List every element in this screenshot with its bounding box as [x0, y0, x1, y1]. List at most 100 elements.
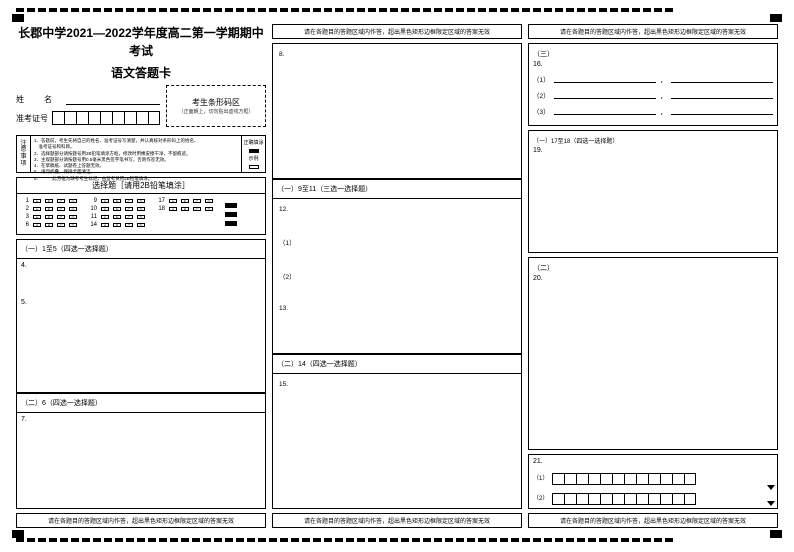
fill-blank[interactable] — [671, 91, 773, 99]
title-line1: 长郡中学2021—2022学年度高二第一学期期中考试 — [16, 24, 266, 60]
bubble-option[interactable]: D — [69, 215, 77, 219]
notice-box: 注意事项 1．答题前，考生先将自己的姓名、准考证号写清楚，并认真核对条形码上的姓… — [16, 135, 266, 173]
sheet-title: 长郡中学2021—2022学年度高二第一学期期中考试 语文答题卡 — [16, 24, 266, 81]
bubble-option[interactable]: C — [57, 207, 65, 211]
bubble-option[interactable]: B — [181, 207, 189, 211]
bubble-option[interactable]: D — [69, 207, 77, 211]
bubble-option[interactable]: B — [45, 215, 53, 219]
notice-side-label: 注意事项 — [17, 136, 31, 172]
bubble-option[interactable]: B — [45, 223, 53, 227]
bubble-option[interactable]: C — [57, 199, 65, 203]
q20-box: （二） 20. — [528, 257, 778, 450]
bubble-option[interactable]: C — [125, 215, 133, 219]
bubble-option[interactable]: C — [193, 199, 201, 203]
section-one-label: （一）17至18（四选一选择题） — [533, 134, 773, 147]
continuation-marker-icon — [767, 485, 775, 490]
mc-header: 选择题［请用2B铅笔填涂］ — [17, 178, 265, 194]
bubble-option[interactable]: C — [125, 199, 133, 203]
col3-top-warning: 请在各题目的答题区域内作答，超出黑色矩形边框限定区域的答案无效 — [528, 24, 778, 39]
title-line2: 语文答题卡 — [16, 64, 266, 81]
mc-body: 1ABCD2ABCD3ABCD6ABCD9ABCD10ABCD11ABCD14A… — [17, 194, 265, 234]
answer-sheet: 长郡中学2021—2022学年度高二第一学期期中考试 语文答题卡 姓 名 准考证… — [16, 10, 778, 542]
bubble-option[interactable]: A — [101, 207, 109, 211]
column-1: 长郡中学2021—2022学年度高二第一学期期中考试 语文答题卡 姓 名 准考证… — [16, 24, 266, 528]
bubble-option[interactable]: C — [57, 215, 65, 219]
fill-blank[interactable] — [671, 107, 773, 115]
bubble-option[interactable]: D — [137, 223, 145, 227]
bubble-option[interactable]: A — [101, 223, 109, 227]
bubble-option[interactable]: B — [113, 223, 121, 227]
answer-area[interactable]: 8. — [272, 43, 522, 179]
ticket-row: 准考证号 — [16, 111, 160, 125]
column-3: 请在各题目的答题区域内作答，超出黑色矩形边框限定区域的答案无效 （三） 16. … — [528, 24, 778, 528]
bubble-option[interactable]: B — [113, 199, 121, 203]
bubble-option[interactable]: A — [169, 207, 177, 211]
ticket-label: 准考证号 — [16, 113, 48, 124]
corner-mark — [12, 530, 24, 538]
footer-warning: 请在各题目的答题区域内作答，超出黑色矩形边框限定区域的答案无效 — [16, 513, 266, 528]
name-label: 姓 名 — [16, 94, 58, 105]
bubble-option[interactable]: B — [181, 199, 189, 203]
barcode-title: 考生条形码区 — [192, 97, 240, 108]
notice-text: 1．答题前，考生先将自己的姓名、准考证号写清楚，并认真核对条形码上的姓名、 准考… — [31, 136, 241, 172]
registration-bottom — [16, 538, 778, 544]
col2-sections: 8.（一）9至11（三选一选择题）12.（1）（2）13.（二）14（四选一选择… — [272, 43, 522, 509]
bubble-option[interactable]: D — [205, 199, 213, 203]
bubble-option[interactable]: D — [69, 223, 77, 227]
bubble-option[interactable]: B — [45, 199, 53, 203]
corner-mark — [770, 530, 782, 538]
bubble-option[interactable]: B — [113, 207, 121, 211]
bubble-option[interactable]: A — [33, 223, 41, 227]
bubble-option[interactable]: D — [137, 199, 145, 203]
answer-area[interactable]: 4.5. — [16, 258, 266, 393]
name-field[interactable] — [66, 93, 160, 105]
columns: 长郡中学2021—2022学年度高二第一学期期中考试 语文答题卡 姓 名 准考证… — [16, 24, 778, 528]
bubble-option[interactable]: C — [57, 223, 65, 227]
section-three-label: （三） — [533, 47, 773, 61]
bubble-option[interactable]: D — [69, 199, 77, 203]
answer-area[interactable]: 12.（1）（2）13. — [272, 198, 522, 354]
section-two-label: （二） — [533, 261, 773, 275]
bubble-option[interactable]: D — [137, 215, 145, 219]
fill-example-correct — [249, 149, 259, 153]
barcode-sub: （正面朝上，切勿贴出虚线方框） — [178, 108, 253, 115]
answer-area[interactable]: 7. — [16, 412, 266, 510]
char-grid[interactable] — [552, 473, 696, 485]
bubble-option[interactable]: B — [45, 207, 53, 211]
bubble-option[interactable]: A — [101, 215, 109, 219]
answer-area[interactable]: 15. — [272, 373, 522, 509]
fill-blank[interactable] — [554, 91, 656, 99]
registration-top — [16, 8, 778, 14]
corner-mark — [770, 14, 782, 22]
q16-box: （三） 16. （1），（2），（3）， — [528, 43, 778, 126]
continuation-marker-icon — [767, 501, 775, 506]
bubble-option[interactable]: A — [33, 215, 41, 219]
corner-mark — [12, 14, 24, 22]
fill-blank[interactable] — [554, 75, 656, 83]
bubble-option[interactable]: C — [193, 207, 201, 211]
bubble-option[interactable]: A — [33, 207, 41, 211]
fill-blank[interactable] — [554, 107, 656, 115]
q21-box: 21. （1）（2） — [528, 454, 778, 509]
char-grid[interactable] — [552, 493, 696, 505]
q19-box: （一）17至18（四选一选择题） 19. — [528, 130, 778, 253]
barcode-zone: 考生条形码区 （正面朝上，切勿贴出虚线方框） — [166, 85, 266, 127]
q-number: 20. — [533, 275, 773, 282]
bubble-option[interactable]: D — [137, 207, 145, 211]
bubble-option[interactable]: B — [113, 215, 121, 219]
bubble-option[interactable]: A — [169, 199, 177, 203]
footer-warning: 请在各题目的答题区域内作答，超出黑色矩形边框限定区域的答案无效 — [528, 513, 778, 528]
bubble-option[interactable]: A — [101, 199, 109, 203]
q-number: 16. — [533, 61, 773, 68]
col1-sections: （一）1至5（四选一选择题）4.5.（二）6（四选一选择题）7. — [16, 239, 266, 509]
bubble-option[interactable]: D — [205, 207, 213, 211]
ticket-cells[interactable] — [52, 111, 160, 125]
notice-example: 正确填涂 示例 — [241, 136, 265, 172]
identity-area: 姓 名 准考证号 考生条形码区 （正面朝上，切勿贴出虚线方框） — [16, 85, 266, 127]
fill-blank[interactable] — [671, 75, 773, 83]
bubble-option[interactable]: C — [125, 223, 133, 227]
bubble-option[interactable]: C — [125, 207, 133, 211]
q-number: 21. — [533, 458, 773, 465]
bubble-option[interactable]: A — [33, 199, 41, 203]
multiple-choice-box: 选择题［请用2B铅笔填涂］ 1ABCD2ABCD3ABCD6ABCD9ABCD1… — [16, 177, 266, 235]
